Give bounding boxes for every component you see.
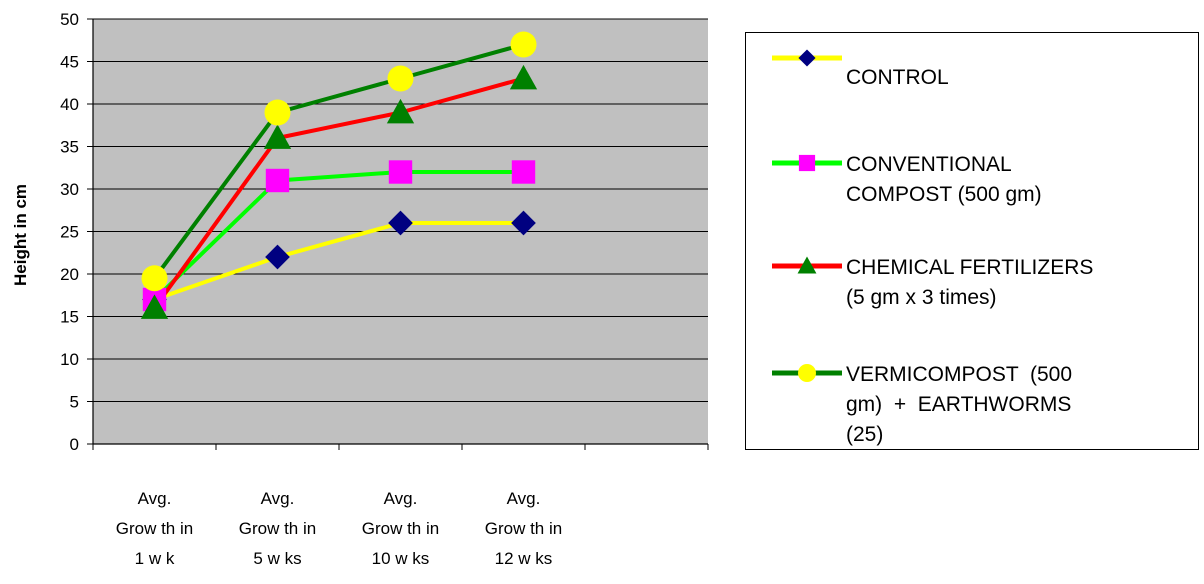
series-2-line (153, 170, 524, 301)
series-2-point (388, 160, 413, 184)
legend-swatch (772, 49, 842, 67)
y-axis-label: Height in cm (11, 184, 30, 286)
y-tick-label: 45 (60, 53, 79, 72)
x-tick-label: Avg. Grow th in 1 w k (116, 489, 193, 568)
legend-swatch (772, 154, 842, 172)
legend-label: VERMICOMPOST (500 gm) + EARTHWORMS (25) (846, 363, 1072, 446)
series-lines (152, 42, 525, 310)
y-tick-label: 20 (60, 265, 79, 284)
y-tick-label: 35 (60, 138, 79, 157)
series-3-point (263, 124, 292, 149)
legend-label: CHEMICAL FERTILIZERS (5 gm x 3 times) (846, 256, 1094, 309)
y-tick-label: 10 (60, 350, 79, 369)
series-markers (140, 31, 538, 319)
legend-marker (798, 154, 816, 172)
series-4-point (387, 65, 414, 92)
legend-swatch (772, 256, 842, 274)
series-3-point (509, 64, 538, 90)
series-4-line (152, 42, 525, 280)
x-tick-label: Avg. Grow th in 5 w ks (239, 489, 316, 568)
y-tick-label: 50 (60, 10, 79, 29)
x-tick-labels: Avg. Grow th in 1 w k Avg. Grow th in 5 w ks A… (116, 489, 562, 568)
legend-label: CONVENTIONAL COMPOST (500 gm) (846, 153, 1042, 206)
legend: CONTROL CONVENTIONAL COMPOST (500 gm) CHEM… (745, 32, 1199, 450)
legend-marker (797, 256, 817, 274)
legend-swatch (772, 364, 842, 382)
series-2-point (511, 160, 536, 184)
y-tick-label: 15 (60, 308, 79, 327)
series-3-line (152, 76, 525, 310)
series-4-point (141, 265, 168, 292)
x-tick-label: Avg. Grow th in 10 w ks (362, 489, 439, 568)
legend-marker (798, 364, 816, 382)
series-3-point (386, 98, 415, 124)
series-4-point (264, 99, 291, 126)
legend-label: CONTROL (846, 66, 949, 89)
series-3-point (140, 294, 169, 319)
series-1-point (511, 210, 536, 236)
y-tick-label: 40 (60, 95, 79, 114)
y-tick-label: 30 (60, 180, 79, 199)
series-2-point (265, 168, 290, 193)
axes (92, 19, 709, 450)
y-tick-labels: 0 5 10 15 20 25 30 35 40 45 50 (60, 10, 79, 454)
x-tick-label: Avg. Grow th in 12 w ks (485, 489, 562, 568)
y-tick-label: 0 (70, 435, 79, 454)
legend-marker (798, 49, 816, 67)
y-tick-label: 25 (60, 223, 79, 242)
series-1-point (265, 244, 290, 270)
y-tick-label: 5 (70, 393, 79, 412)
series-1-line (153, 221, 524, 302)
series-1-point (388, 210, 413, 236)
series-4-point (510, 31, 537, 58)
